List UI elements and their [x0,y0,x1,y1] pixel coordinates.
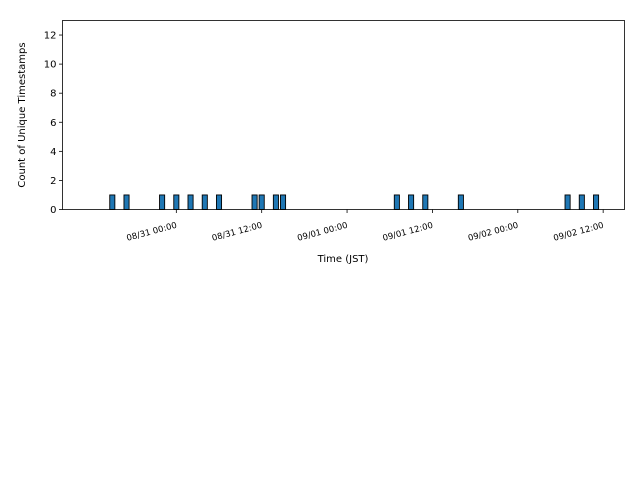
x-axis-label: Time (JST) [317,254,369,265]
x-tick-label-1: 08/31 12:00 [211,221,264,244]
y-axis-label: Count of Unique Timestamps [17,42,28,187]
y-tick-label-0: 0 [50,205,56,216]
bar-2 [159,194,166,210]
y-tick-label-5: 10 [44,60,57,71]
bar-14 [457,194,464,210]
x-tick-label-4: 09/02 00:00 [467,221,520,244]
bar-8 [258,194,265,210]
bars-group [109,194,600,210]
bar-11 [393,194,400,210]
y-tick-label-6: 12 [44,31,57,42]
bar-6 [215,194,223,210]
plot-frame [62,20,625,210]
bar-10 [280,194,287,210]
y-tick-label-2: 4 [50,147,56,158]
x-tick-label-0: 08/31 00:00 [126,221,179,244]
y-tick-label-1: 2 [50,176,56,187]
bar-17 [593,194,600,210]
bar-16 [578,194,585,210]
y-tick-label-4: 8 [50,89,56,100]
bar-3 [173,194,180,210]
y-axis-ticks: 0 2 4 6 8 10 12 [44,31,63,216]
bar-5 [201,194,208,210]
bar-7 [251,194,258,210]
y-tick-label-3: 6 [50,118,56,129]
bar-1 [123,194,130,210]
bar-15 [564,194,571,210]
bar-4 [187,194,194,210]
bar-13 [422,194,429,210]
bar-9 [272,194,279,210]
x-tick-label-2: 09/01 00:00 [296,221,349,244]
x-tick-label-5: 09/02 12:00 [552,221,605,244]
bar-0 [109,194,116,210]
bar-12 [408,194,415,210]
x-tick-label-3: 09/01 12:00 [382,221,435,244]
x-axis-ticks: 08/31 00:00 08/31 12:00 09/01 00:00 09/01 1… [126,209,605,244]
